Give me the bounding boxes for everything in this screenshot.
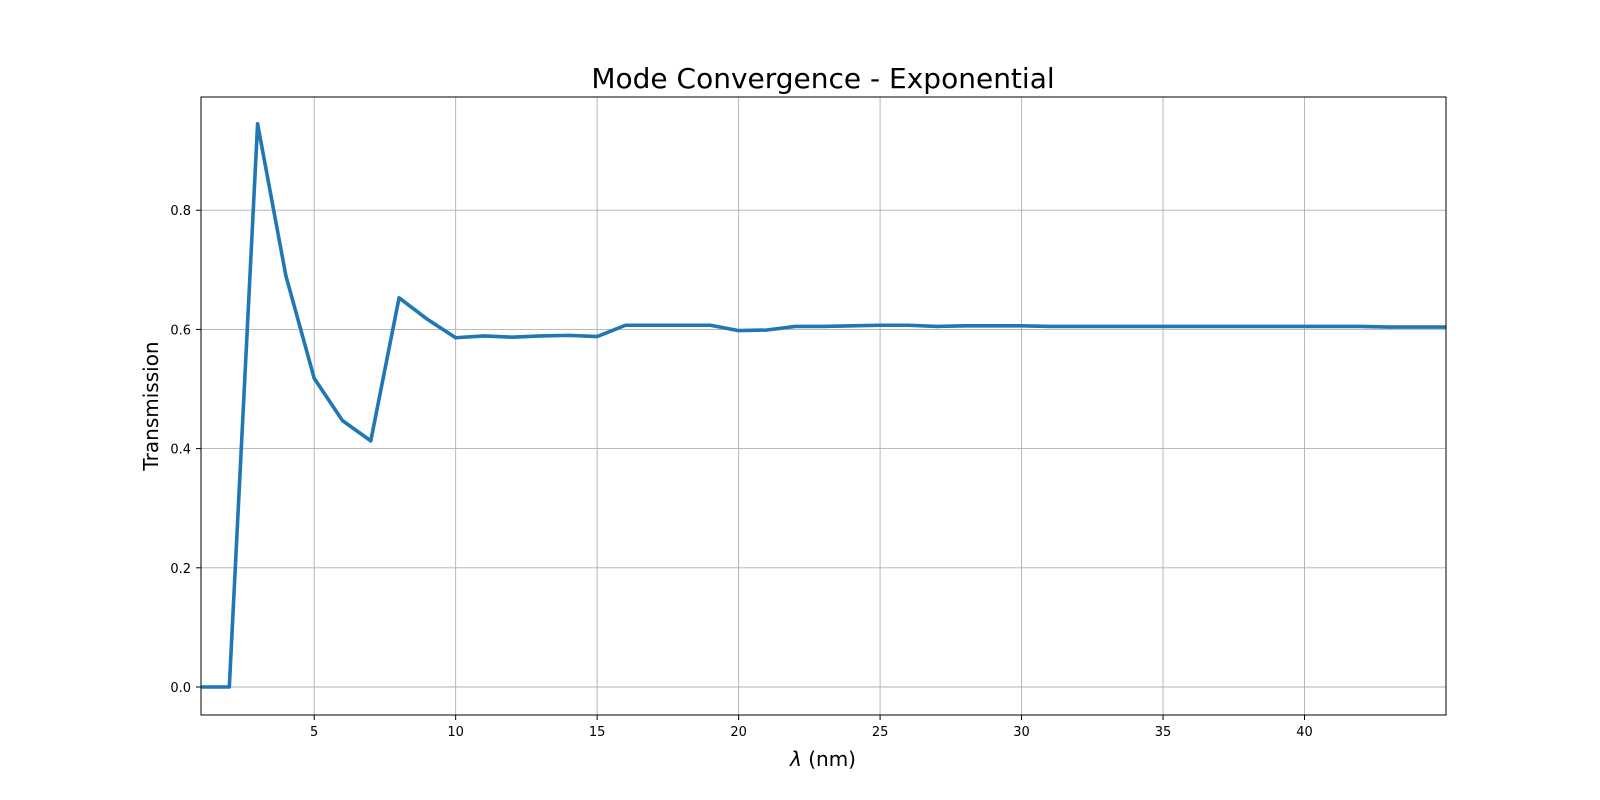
x-axis-label-unit: (nm) [802, 747, 856, 771]
y-tick-label: 0.8 [170, 204, 191, 219]
x-tick-label: 40 [1296, 725, 1313, 740]
y-axis: 0.0 0.2 0.4 0.6 0.8 [170, 204, 201, 696]
x-tick-label: 15 [589, 725, 606, 740]
x-tick-label: 10 [447, 725, 464, 740]
y-axis-label: Transmission [139, 341, 163, 471]
plot-area [201, 122, 1446, 689]
y-tick-label: 0.0 [170, 681, 191, 696]
x-tick-label: 35 [1155, 725, 1172, 740]
series-line [201, 122, 1446, 689]
y-tick-label: 0.6 [170, 323, 191, 338]
x-tick-label: 30 [1013, 725, 1030, 740]
x-tick-label: 5 [310, 725, 318, 740]
x-axis-label: λ (nm) [789, 747, 856, 771]
x-tick-label: 20 [730, 725, 747, 740]
grid [201, 97, 1446, 715]
y-tick-label: 0.4 [170, 443, 191, 458]
chart-title: Mode Convergence - Exponential [591, 62, 1054, 95]
y-tick-label: 0.2 [170, 562, 191, 577]
x-tick-label: 25 [872, 725, 889, 740]
x-axis-label-symbol: λ [789, 747, 802, 771]
axes-frame [200, 96, 1447, 716]
x-axis: 5 10 15 20 25 30 35 40 [310, 715, 1313, 740]
